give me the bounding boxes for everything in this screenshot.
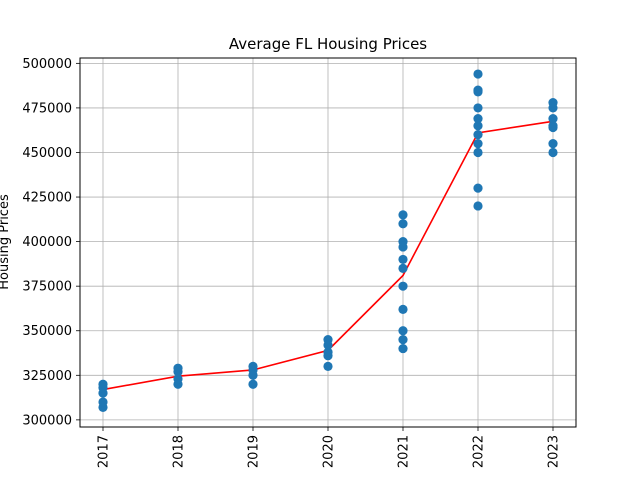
y-tick-label: 350000 <box>22 324 72 339</box>
scatter-point <box>398 254 408 265</box>
y-tick-label: 475000 <box>22 101 72 116</box>
scatter-point <box>473 69 483 79</box>
scatter-point <box>398 326 408 336</box>
scatter-point <box>323 335 333 345</box>
scatter-point <box>173 363 183 373</box>
y-tick-label: 425000 <box>22 191 72 206</box>
scatter-point <box>548 97 558 108</box>
scatter-point <box>398 281 408 291</box>
y-tick-label: 400000 <box>22 235 72 250</box>
scatter-point <box>548 138 558 149</box>
scatter-point <box>323 347 333 357</box>
scatter-point <box>398 210 408 220</box>
scatter-point <box>398 263 408 273</box>
scatter-point <box>173 374 183 384</box>
scatter-point <box>473 138 483 149</box>
scatter-point <box>398 343 408 354</box>
x-tick-label: 2018 <box>172 435 187 468</box>
scatter-point <box>473 183 483 193</box>
y-tick-label: 325000 <box>22 369 72 384</box>
scatter-point <box>398 335 408 345</box>
y-tick-label: 375000 <box>22 280 72 295</box>
x-axis-ticks: 2017 2018 2019 2020 2021 2022 2023 <box>97 427 562 468</box>
scatter-point <box>473 130 483 140</box>
scatter-point <box>98 397 108 407</box>
scatter-point <box>473 114 483 124</box>
scatter-points-layer <box>98 69 558 412</box>
scatter-point <box>548 147 558 158</box>
x-tick-label: 2022 <box>472 435 487 468</box>
x-tick-label: 2019 <box>247 435 262 468</box>
chart-title: Average FL Housing Prices <box>229 35 427 53</box>
scatter-point <box>398 219 408 229</box>
x-tick-label: 2021 <box>397 435 412 468</box>
scatter-point <box>548 114 558 124</box>
x-tick-label: 2017 <box>97 435 112 468</box>
scatter-point <box>473 85 483 95</box>
scatter-point <box>548 121 558 131</box>
scatter-point <box>473 103 483 113</box>
y-tick-label: 450000 <box>22 146 72 161</box>
scatter-point <box>248 379 258 389</box>
x-tick-label: 2023 <box>547 435 562 468</box>
y-axis-ticks: 300000 325000 350000 375000 400000 425000 4500… <box>22 57 80 428</box>
scatter-point <box>248 361 258 371</box>
scatter-point <box>398 304 408 314</box>
y-tick-label: 300000 <box>22 413 72 428</box>
grid-lines <box>80 58 576 427</box>
scatter-point <box>398 237 408 247</box>
scatter-point <box>473 147 483 158</box>
scatter-point <box>98 379 108 389</box>
x-tick-label: 2020 <box>322 435 337 468</box>
y-axis-label: Housing Prices <box>0 194 12 290</box>
scatter-point <box>473 201 483 211</box>
scatter-point <box>323 361 333 371</box>
scatter-point <box>473 121 483 131</box>
y-tick-label: 500000 <box>22 57 72 72</box>
